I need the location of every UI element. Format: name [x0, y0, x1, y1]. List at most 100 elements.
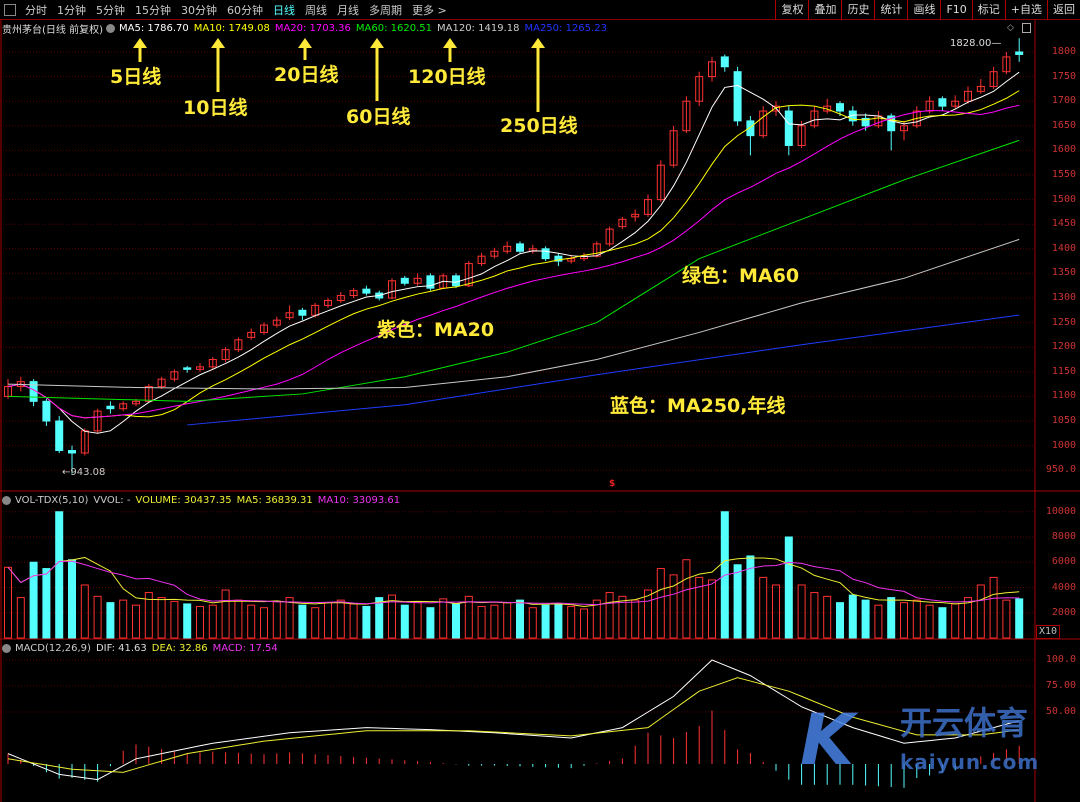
volume-bar — [490, 604, 499, 639]
annotation-green-ma60: 绿色：MA60 — [682, 265, 800, 287]
toolbar-button[interactable]: +自选 — [1004, 0, 1047, 20]
volume-bar — [912, 599, 921, 639]
volume-bar — [311, 607, 320, 639]
price-tick-label: 1000 — [1051, 439, 1076, 451]
candle-up — [170, 371, 179, 380]
volume-bar — [388, 594, 396, 639]
volume-bar — [733, 564, 742, 639]
macd-tick-label: 100.0 — [1045, 654, 1076, 665]
ma5-line — [7, 71, 1020, 434]
panel-icon[interactable] — [1022, 23, 1031, 33]
settings-icon[interactable] — [105, 23, 115, 33]
candle-up — [989, 71, 998, 87]
period-tab[interactable]: 多周期 — [369, 3, 402, 17]
candle-up — [349, 290, 358, 297]
volume-unit: X10 — [1036, 625, 1061, 639]
diamond-icon[interactable]: ◇ — [1007, 23, 1014, 33]
panel-toggle-icon[interactable] — [4, 3, 16, 16]
macd-legend: MACD(12,26,9) DIF: 41.63 DEA: 32.86 MACD… — [2, 641, 283, 655]
candle-up — [695, 76, 704, 102]
price-tick-label: 1500 — [1051, 193, 1076, 205]
volume-bar — [221, 589, 230, 639]
annotation-arrowhead — [298, 38, 312, 48]
dif-value: DIF: 41.63 — [95, 642, 147, 654]
dea-value: DEA: 32.86 — [151, 642, 208, 654]
candle-up — [1002, 56, 1011, 73]
period-tab[interactable]: 1分钟 — [57, 3, 86, 17]
volume-bar — [503, 602, 512, 639]
toolbar-button[interactable]: 复权 — [775, 0, 808, 20]
candle-up — [900, 125, 908, 132]
period-tab[interactable]: 5分钟 — [96, 3, 125, 17]
annotation-ma60: 60日线 — [346, 106, 411, 128]
period-tab[interactable]: 分时 — [25, 3, 47, 17]
ma250-value: MA250: 1265.23 — [524, 22, 607, 34]
candle-up — [605, 228, 614, 245]
toolbar-button[interactable]: 画线 — [907, 0, 940, 20]
period-tab[interactable]: 15分钟 — [135, 3, 171, 17]
price-tick-label: 1150 — [1051, 365, 1076, 377]
annotation-ma10: 10日线 — [183, 97, 248, 119]
period-tab[interactable]: 60分钟 — [227, 3, 263, 17]
stock-title: 贵州茅台(日线 前复权) — [2, 24, 103, 36]
volume-bar — [1002, 599, 1011, 639]
period-tab[interactable]: 月线 — [337, 3, 359, 17]
candle-down — [362, 288, 371, 294]
candle-up — [656, 164, 665, 201]
candle-up — [93, 410, 102, 432]
candle-up — [477, 255, 486, 265]
candle-down — [861, 117, 870, 127]
volume-bar — [618, 595, 627, 639]
volume-bar — [900, 602, 908, 639]
candle-up — [631, 213, 640, 218]
volume-bar — [400, 604, 409, 639]
period-tab[interactable]: 更多 > — [412, 3, 447, 17]
annotation-ma5: 5日线 — [110, 66, 162, 88]
vol-ma10-value: MA10: 33093.61 — [317, 494, 401, 506]
candle-up — [132, 400, 140, 405]
ma10-line — [7, 90, 1020, 419]
volume-bar — [964, 597, 972, 639]
volume-bar — [528, 607, 537, 639]
candle-down — [298, 309, 307, 316]
volume-bar — [157, 597, 166, 639]
candle-up — [464, 263, 473, 287]
settings-icon[interactable] — [2, 643, 11, 653]
price-tick-label: 1700 — [1051, 95, 1076, 107]
period-tab[interactable]: 30分钟 — [181, 3, 217, 17]
volume-bar — [16, 597, 25, 639]
period-tab[interactable]: 周线 — [305, 3, 327, 17]
volume-bar — [42, 568, 51, 639]
volume-bar — [580, 608, 588, 639]
settings-icon[interactable] — [2, 495, 11, 505]
toolbar-button[interactable]: 叠加 — [808, 0, 841, 20]
volume-bar — [554, 603, 563, 639]
volume-bar — [349, 603, 358, 639]
toolbar-button[interactable]: 标记 — [971, 0, 1005, 20]
volume-bar — [80, 584, 89, 639]
candle-down — [426, 275, 435, 289]
volume-bar — [887, 597, 896, 639]
period-tab[interactable]: 日线 — [273, 3, 295, 17]
toolbar-button[interactable]: 历史 — [841, 0, 874, 20]
price-tick-label: 1050 — [1051, 415, 1076, 426]
candle-up — [272, 319, 281, 326]
candle-up — [157, 378, 166, 388]
candle-down — [720, 56, 729, 68]
toolbar-button[interactable]: 统计 — [874, 0, 907, 20]
candle-down — [733, 71, 742, 122]
candle-up — [810, 110, 819, 127]
candle-up — [388, 280, 396, 299]
annotation-arrowhead — [370, 38, 384, 48]
ma20-line — [7, 104, 1020, 419]
volume-legend: VOL-TDX(5,10) VVOL: - VOLUME: 30437.35 M… — [2, 493, 405, 507]
candle-up — [144, 386, 153, 402]
candle-down — [452, 275, 460, 287]
annotation-arrowhead — [531, 38, 545, 48]
price-tick-label: 1800 — [1051, 46, 1076, 57]
volume-bar — [592, 599, 601, 639]
volume-bar — [656, 568, 665, 639]
toolbar-button[interactable]: F10 — [940, 0, 971, 20]
toolbar-button[interactable]: 返回 — [1047, 0, 1080, 20]
